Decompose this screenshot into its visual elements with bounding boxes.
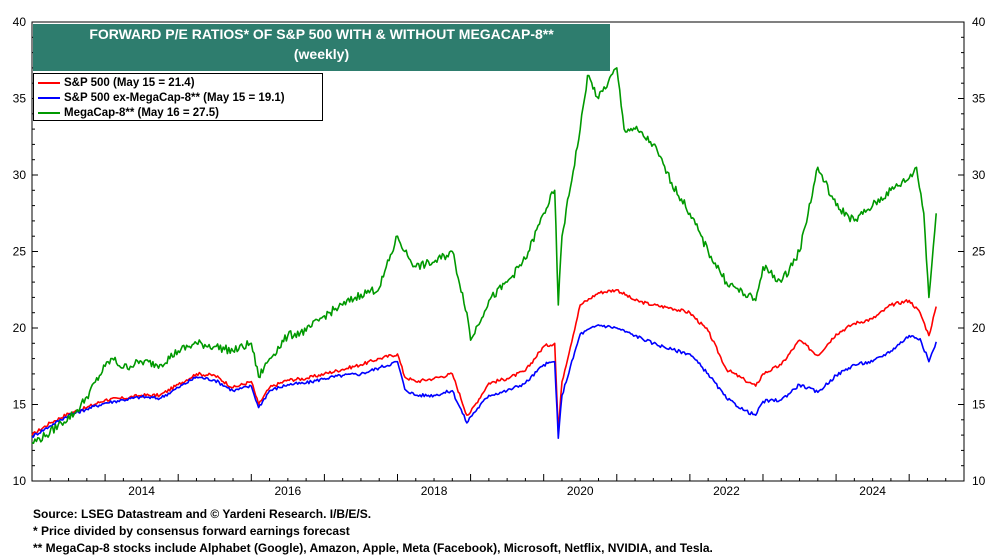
y-tick-label-right: 10	[972, 474, 986, 488]
footnote-megacap: ** MegaCap-8 stocks include Alphabet (Go…	[33, 541, 713, 555]
y-tick-label-left: 25	[13, 245, 27, 259]
x-tick-label: 2018	[421, 484, 448, 498]
chart-subtitle: (weekly)	[293, 46, 350, 62]
legend-label-sp500-ex-megacap: S&P 500 ex-MegaCap-8** (May 15 = 19.1)	[64, 92, 285, 104]
source-note: Source: LSEG Datastream and © Yardeni Re…	[33, 507, 372, 521]
legend-label-sp500: S&P 500 (May 15 = 21.4)	[64, 77, 195, 89]
legend-entry-sp500-ex-megacap: S&P 500 ex-MegaCap-8** (May 15 = 19.1)	[38, 91, 285, 105]
chart-legend: S&P 500 (May 15 = 21.4) S&P 500 ex-MegaC…	[33, 73, 323, 121]
legend-swatch-megacap	[38, 111, 60, 114]
legend-label-megacap: MegaCap-8** (May 16 = 27.5)	[64, 107, 219, 119]
x-tick-label: 2016	[274, 484, 301, 498]
y-tick-label-left: 35	[13, 92, 27, 106]
legend-entry-megacap: MegaCap-8** (May 16 = 27.5)	[38, 106, 219, 120]
series-line-2	[31, 67, 937, 445]
x-tick-label: 2022	[713, 484, 740, 498]
x-tick-label: 2014	[128, 484, 155, 498]
y-tick-label-right: 25	[972, 245, 986, 259]
y-tick-label-right: 15	[972, 398, 986, 412]
chart-series	[31, 67, 937, 445]
chart-title-box: FORWARD P/E RATIOS* OF S&P 500 WITH & WI…	[33, 24, 610, 71]
y-tick-label-left: 40	[13, 15, 27, 29]
chart-notes: Source: LSEG Datastream and © Yardeni Re…	[33, 506, 713, 557]
legend-swatch-sp500	[38, 81, 60, 84]
footnote-pe: * Price divided by consensus forward ear…	[33, 524, 350, 538]
series-line-1	[31, 324, 937, 440]
x-tick-label: 2020	[567, 484, 594, 498]
y-tick-label-right: 30	[972, 168, 986, 182]
y-tick-label-right: 20	[972, 321, 986, 335]
series-line-0	[31, 288, 937, 436]
y-tick-label-left: 30	[13, 168, 27, 182]
y-tick-label-left: 10	[13, 474, 27, 488]
y-tick-label-right: 40	[972, 15, 986, 29]
x-tick-label: 2024	[859, 484, 886, 498]
y-tick-label-left: 15	[13, 398, 27, 412]
legend-swatch-sp500-ex-megacap	[38, 96, 60, 99]
y-tick-label-left: 20	[13, 321, 27, 335]
y-tick-label-right: 35	[972, 92, 986, 106]
legend-entry-sp500: S&P 500 (May 15 = 21.4)	[38, 76, 195, 90]
chart-title: FORWARD P/E RATIOS* OF S&P 500 WITH & WI…	[89, 26, 554, 42]
